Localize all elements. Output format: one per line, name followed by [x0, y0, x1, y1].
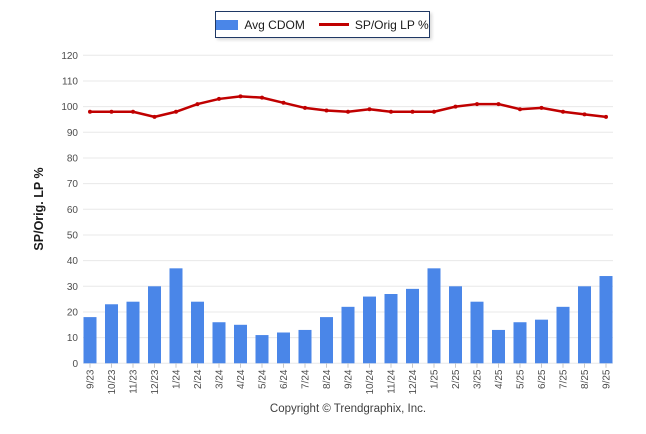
y-tick-label-10: 10: [67, 333, 79, 344]
line-marker-3/24: [217, 96, 221, 101]
x-tick-label-4/25: 4/25: [494, 369, 505, 389]
line-marker-8/25: [582, 112, 587, 117]
y-tick-label-60: 60: [67, 205, 79, 216]
chart-legend: Avg CDOM SP/Orig LP %: [215, 11, 430, 38]
x-tick-label-7/25: 7/25: [559, 369, 570, 389]
x-tick-label-2/24: 2/24: [193, 369, 204, 389]
x-tick-label-8/25: 8/25: [580, 369, 591, 389]
y-tick-label-120: 120: [61, 51, 78, 62]
x-tick-label-7/24: 7/24: [301, 369, 312, 389]
x-tick-label-9/25: 9/25: [602, 369, 613, 389]
line-marker-4/25: [496, 102, 501, 107]
bar-6/25: [535, 319, 548, 364]
bar-7/24: [298, 329, 312, 364]
y-tick-label-80: 80: [67, 153, 79, 164]
line-marker-10/23: [109, 109, 114, 114]
line-marker-12/24: [410, 109, 415, 114]
line-marker-10/24: [367, 107, 372, 112]
x-tick-label-12/23: 12/23: [150, 369, 161, 394]
bar-5/25: [513, 322, 527, 364]
bar-1/24: [169, 268, 183, 364]
bar-3/25: [470, 301, 484, 364]
line-marker-1/25: [432, 109, 436, 114]
line-marker-9/24: [346, 109, 350, 114]
bar-2/25: [449, 286, 462, 364]
copyright-text: Copyright © Trendgraphix, Inc.: [269, 403, 427, 415]
bar-3/24: [212, 322, 226, 364]
bar-9/23: [83, 317, 97, 364]
line-marker-7/25: [561, 109, 565, 114]
line-marker-11/23: [131, 109, 135, 114]
legend-bar-swatch-icon: [216, 19, 239, 30]
y-tick-label-100: 100: [61, 102, 78, 113]
bar-11/23: [126, 301, 140, 364]
y-tick-label-90: 90: [67, 128, 79, 139]
x-tick-label-6/25: 6/25: [537, 369, 548, 389]
x-tick-label-1/25: 1/25: [430, 369, 441, 389]
bar-9/25: [599, 276, 613, 364]
legend-item-avg-cdom: Avg CDOM: [216, 17, 305, 32]
x-tick-label-9/24: 9/24: [344, 369, 355, 389]
x-tick-label-10/24: 10/24: [365, 369, 376, 394]
x-tick-label-2/25: 2/25: [451, 369, 462, 389]
y-tick-label-30: 30: [67, 282, 79, 293]
y-tick-label-110: 110: [62, 76, 78, 87]
legend-label-sp-orig-lp: SP/Orig LP %: [354, 17, 429, 32]
bar-9/24: [341, 306, 355, 364]
x-tick-label-4/24: 4/24: [236, 369, 247, 389]
bar-6/24: [277, 332, 290, 364]
line-marker-4/24: [238, 94, 243, 99]
bar-1/25: [427, 268, 441, 364]
legend-item-sp-orig-lp: SP/Orig LP %: [318, 17, 429, 32]
line-marker-3/25: [475, 102, 479, 107]
bar-12/23: [148, 286, 161, 364]
bar-12/24: [406, 288, 419, 364]
y-tick-label-70: 70: [67, 179, 79, 190]
line-marker-8/24: [324, 108, 329, 113]
line-marker-2/24: [195, 102, 200, 107]
line-marker-12/23: [152, 114, 157, 119]
x-tick-label-9/23: 9/23: [86, 369, 97, 389]
line-marker-2/25: [453, 104, 458, 109]
x-tick-label-5/24: 5/24: [258, 369, 269, 389]
line-marker-7/24: [303, 105, 307, 110]
bar-7/25: [556, 306, 570, 364]
x-tick-label-11/24: 11/24: [387, 369, 398, 394]
bar-11/24: [384, 294, 398, 364]
bar-10/24: [363, 296, 376, 364]
x-tick-label-6/24: 6/24: [279, 369, 290, 389]
legend-label-avg-cdom: Avg CDOM: [244, 17, 305, 32]
line-marker-5/25: [518, 107, 522, 112]
y-tick-label-20: 20: [67, 307, 79, 318]
x-tick-label-3/25: 3/25: [473, 369, 484, 389]
x-tick-label-12/24: 12/24: [408, 369, 419, 394]
line-marker-9/25: [604, 114, 608, 119]
line-marker-9/23: [88, 109, 92, 114]
line-marker-1/24: [174, 109, 178, 114]
y-tick-label-0: 0: [72, 359, 78, 370]
bar-10/23: [105, 304, 118, 364]
bar-5/24: [255, 335, 269, 364]
x-tick-label-10/23: 10/23: [107, 369, 118, 394]
y-tick-label-40: 40: [67, 256, 79, 267]
bar-8/25: [578, 286, 591, 364]
legend-line-swatch-icon: [318, 23, 349, 26]
bar-8/24: [320, 317, 333, 364]
line-marker-5/24: [260, 95, 264, 100]
bar-4/24: [234, 324, 247, 364]
line-marker-6/24: [281, 100, 286, 105]
y-tick-label-50: 50: [67, 230, 79, 241]
line-marker-11/24: [389, 109, 393, 114]
x-tick-label-5/25: 5/25: [516, 369, 527, 389]
x-tick-label-1/24: 1/24: [172, 369, 183, 389]
x-tick-label-8/24: 8/24: [322, 369, 333, 389]
bar-2/24: [191, 301, 204, 364]
line-marker-6/25: [539, 105, 544, 110]
bar-4/25: [492, 329, 505, 364]
x-tick-label-11/23: 11/23: [129, 369, 140, 394]
x-tick-label-3/24: 3/24: [215, 369, 226, 389]
